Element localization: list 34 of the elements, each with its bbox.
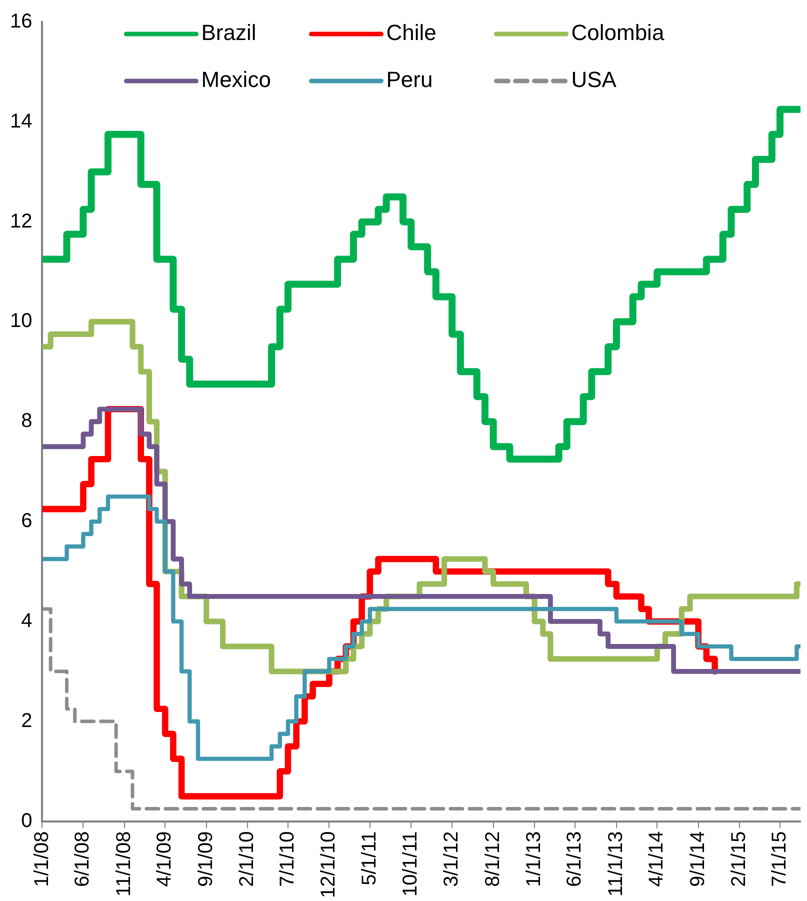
x-tick-label: 1/1/08 (30, 831, 53, 887)
x-tick-label: 6/1/08 (72, 831, 94, 887)
legend-label: Peru (386, 67, 433, 92)
x-tick-label: 11/1/13 (604, 831, 627, 897)
x-tick-label: 6/1/13 (564, 831, 586, 887)
x-tick-label: 4/1/14 (646, 831, 668, 887)
x-tick-label: 10/1/11 (400, 831, 422, 897)
x-tick-label: 11/1/08 (112, 831, 135, 897)
x-tick-label: 7/1/10 (276, 831, 298, 887)
y-tick-label: 16 (10, 10, 32, 33)
x-tick-label: 7/1/15 (768, 831, 791, 887)
x-tick-label: 1/1/13 (523, 831, 546, 887)
x-tick-label: 5/1/11 (358, 831, 380, 886)
y-tick-label: 4 (21, 610, 32, 632)
x-tick-label: 2/1/15 (728, 831, 750, 887)
x-tick-label: 12/1/10 (318, 831, 340, 898)
y-tick-label: 2 (21, 710, 32, 732)
y-tick-label: 14 (10, 110, 32, 132)
x-tick-label: 2/1/10 (236, 831, 258, 887)
x-tick-label: 9/1/14 (686, 831, 709, 887)
x-tick-label: 3/1/12 (440, 831, 463, 887)
x-tick-label: 8/1/12 (482, 831, 504, 887)
y-tick-label: 6 (21, 510, 32, 532)
legend-label: Mexico (201, 67, 271, 92)
legend-label: Colombia (571, 20, 665, 46)
y-tick-label: 0 (21, 810, 32, 832)
x-tick-label: 4/1/09 (154, 831, 176, 887)
legend-label: Brazil (201, 20, 256, 46)
y-tick-label: 10 (10, 310, 32, 332)
legend-label: USA (571, 67, 617, 92)
legend-label: Chile (386, 20, 436, 46)
y-tick-label: 12 (10, 210, 32, 232)
x-tick-label: 9/1/09 (194, 831, 217, 887)
y-tick-label: 8 (21, 410, 32, 432)
